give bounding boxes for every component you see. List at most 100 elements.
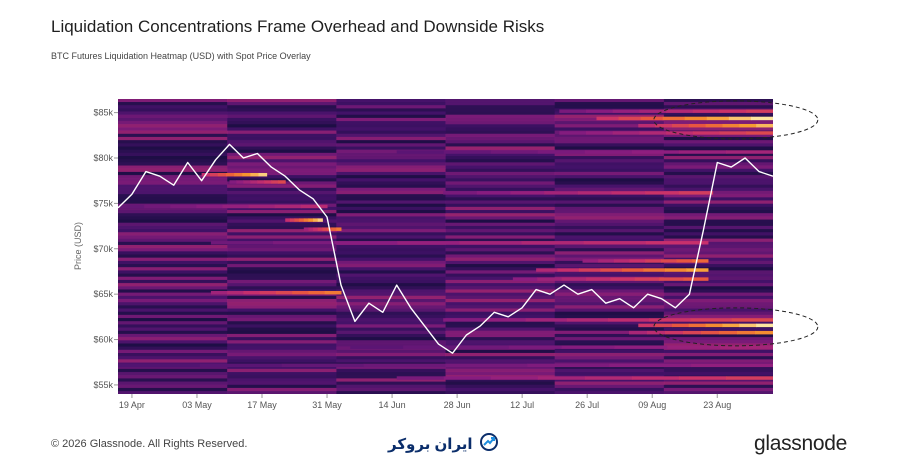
liquidation-band [660,259,678,263]
spot-price-layer [118,143,773,354]
heatmap-cell [445,359,556,363]
heatmap-cell [227,257,337,261]
liquidation-band [508,345,563,349]
heatmap-cell [227,149,337,153]
heatmap-cell [663,168,773,172]
heatmap-cell [445,381,556,385]
heatmap-cell [445,219,556,223]
heatmap-cell [336,216,446,220]
heatmap-cell [663,171,773,176]
heatmap-cell [445,108,556,112]
heatmap-cell [554,181,665,185]
heatmap-cell [445,222,556,226]
heatmap-cell [663,273,773,277]
heatmap-cell [663,101,773,106]
x-tick-label: 14 Jun [379,400,406,410]
heatmap-cell [445,225,556,230]
liquidation-band [322,227,328,231]
liquidation-band [725,376,773,380]
heatmap-cell [554,165,665,169]
heatmap-cell [445,209,556,214]
liquidation-band [705,323,723,328]
heatmap-cell [445,324,556,328]
liquidation-band [666,131,694,135]
heatmap-cell [554,212,665,217]
heatmap-cell [663,365,773,369]
heatmap-cell [227,177,337,182]
heatmap-cell [663,203,773,207]
heatmap-cell [663,127,773,131]
liquidation-band [678,376,727,380]
liquidation-band [536,268,559,272]
heatmap-cell [663,120,773,125]
liquidation-band [559,131,587,135]
heatmap-cell [227,289,337,293]
heatmap-cell [554,352,665,357]
heatmap-cell [554,104,665,109]
heatmap-cell [336,301,446,306]
heatmap-cell [663,114,773,118]
x-tick-label: 23 Aug [703,400,731,410]
heatmap-cell [336,320,446,325]
heatmap-cell [336,222,446,226]
heatmap-cell [336,190,446,195]
heatmap-cell [663,336,773,341]
heatmap-cell [118,365,228,369]
heatmap-cell [227,349,337,353]
heatmap-cell [554,263,665,268]
heatmap-cell [118,219,228,223]
y-axis: $55k $60k $65k $70k $75k $80k $85k [93,108,118,390]
heatmap-cell [336,133,446,137]
liquidation-band [363,363,446,368]
heatmap-cell [227,117,337,122]
heatmap-cell [663,378,773,382]
heatmap-cell [663,184,773,188]
liquidation-band [285,218,291,222]
heatmap-cell [554,219,665,223]
liquidation-band [271,180,279,184]
heatmap-cell [227,285,337,290]
heatmap-cell [336,276,446,280]
heatmap-cell [227,365,337,369]
heatmap-cell [118,371,228,376]
heatmap-cell [663,99,773,103]
liquidation-band [300,204,328,209]
heatmap-cell [227,308,337,312]
heatmap-cell [227,228,337,233]
heatmap-cell [554,349,665,353]
liquidation-band [217,172,227,177]
heatmap-cell [336,193,446,198]
heatmap-cell [118,251,228,255]
heatmap-cell [554,289,665,293]
liquidation-band [646,330,666,335]
heatmap-cell [554,336,665,341]
liquidation-band [640,116,664,121]
heatmap-cell [554,314,665,319]
heatmap-cell [663,187,773,191]
heatmap-cell [336,270,446,274]
liquidation-band [583,241,647,245]
heatmap-cell [118,190,228,195]
heatmap-cell [554,301,665,306]
liquidation-band [289,218,296,222]
liquidation-band [667,345,721,349]
heatmap-cell [554,152,665,157]
heatmap-cell [554,146,665,150]
liquidation-band [210,290,228,295]
liquidation-band [586,131,614,135]
heatmap-cell [554,174,665,179]
heatmap-cell [445,289,556,293]
heatmap-cell [118,266,228,271]
liquidation-band [566,318,609,322]
heatmap-cell [663,371,773,376]
liquidation-band [281,363,365,368]
liquidation-band [659,277,685,281]
heatmap-cell [118,139,228,144]
x-tick-label: 28 Jun [444,400,471,410]
liquidation-band [445,363,528,368]
heatmap-cell [336,99,446,103]
heatmap-cell [118,295,228,299]
heatmap-cell [663,111,773,115]
dashed-ellipse-annotation [653,100,819,140]
